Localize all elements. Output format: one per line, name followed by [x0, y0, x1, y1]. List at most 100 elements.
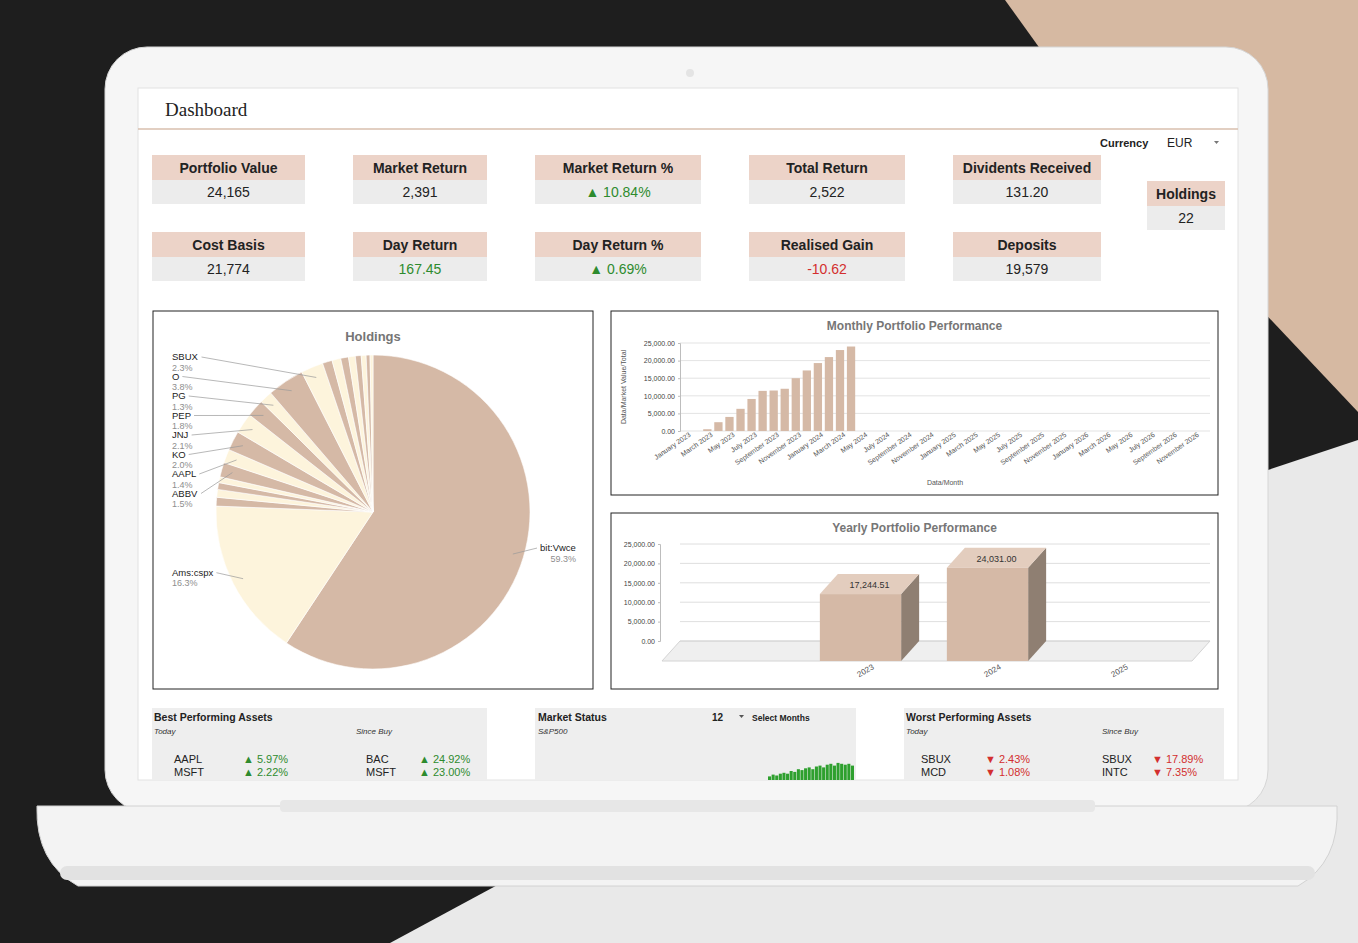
tick-mark	[658, 622, 660, 623]
bar-3d	[820, 574, 919, 661]
currency-select[interactable]: EUR	[1167, 136, 1193, 150]
grid	[680, 343, 1210, 431]
asset-change: ▼ 7.35%	[1152, 766, 1197, 778]
leader-line	[202, 357, 317, 377]
tick: 20,000.00	[624, 560, 660, 567]
kpi-card: Deposits19,579	[953, 232, 1101, 281]
tick-label: 20,000.00	[624, 560, 655, 567]
slice-value-label: 1.4%	[172, 480, 193, 490]
kpi-card: Day Return 167.45	[353, 232, 487, 281]
slice-value-label: 1.3%	[172, 402, 193, 412]
bar	[770, 391, 778, 431]
page-title: Dashboard	[165, 99, 248, 120]
bars	[703, 347, 855, 431]
kpi-header-bg	[353, 232, 487, 257]
panel-title: Market Status	[538, 711, 607, 723]
kpi-card: Holdings22	[1147, 181, 1225, 230]
tick-mark	[678, 361, 680, 362]
pie-slice	[366, 355, 373, 512]
tick: November 2026	[1155, 431, 1200, 465]
leader-line	[216, 573, 243, 579]
slice-value-label: 1.8%	[172, 421, 193, 431]
months-select[interactable]: 12	[712, 712, 724, 723]
tick-label: 2023	[856, 662, 876, 679]
sparkline-bars	[768, 763, 854, 780]
axis-line	[678, 344, 681, 432]
laptop-base	[37, 806, 1337, 886]
asset-change: ▼ 1.08%	[985, 766, 1030, 778]
kpi-value-bg	[353, 257, 487, 281]
tick-label: 2025	[1110, 662, 1130, 679]
kpi-label: Dividents Received	[963, 160, 1091, 176]
asset-name: INTC	[1102, 766, 1128, 778]
tick-label: March 2023	[679, 431, 713, 458]
bar	[847, 347, 855, 431]
kpi-header-bg	[353, 155, 487, 180]
floor	[662, 641, 1210, 661]
laptop-base-shade	[60, 866, 1315, 880]
kpi-value: 167.45	[399, 261, 442, 277]
asset-name: MCD	[921, 766, 946, 778]
asset-change: ▼ 2.43%	[985, 753, 1030, 765]
kpi-card: Realised Gain-10.62	[749, 232, 905, 281]
asset-name: AAPL	[174, 753, 202, 765]
kpi-value-bg	[953, 180, 1101, 204]
kpi-header-bg	[953, 155, 1101, 180]
bar	[947, 568, 1028, 661]
sparkline-bar	[772, 775, 775, 780]
kpi-header-bg	[749, 232, 905, 257]
tick-label: March 2025	[945, 431, 979, 458]
kpi-value-bg	[953, 257, 1101, 281]
tick: 5,000.00	[628, 618, 660, 625]
asset-name: SBUX	[921, 753, 952, 765]
bar	[792, 378, 800, 431]
sparkline-bar	[782, 773, 785, 780]
laptop	[37, 47, 1337, 886]
kpi-value-bg	[353, 180, 487, 204]
grid-line	[680, 378, 1210, 379]
panel-subtitle: S&P500	[538, 727, 568, 736]
slice-value-label: 3.8%	[172, 382, 193, 392]
grid-line	[680, 343, 1210, 344]
kpi-header-bg	[749, 155, 905, 180]
header-rule	[138, 128, 1238, 130]
slice-value-label: 2.0%	[172, 460, 193, 470]
chart-title: Holdings	[345, 329, 401, 344]
sparkline-bar	[779, 774, 782, 780]
bar-3d	[947, 548, 1046, 661]
tick: 25,000.00	[644, 340, 680, 347]
tick-label: 20,000.00	[644, 357, 675, 364]
tick-label: 25,000.00	[644, 340, 675, 347]
screen	[138, 88, 1238, 780]
data-label: 17,244.51	[849, 580, 889, 590]
sparkline-bar	[808, 767, 811, 780]
asset-change: ▼ 17.89%	[1152, 753, 1203, 765]
pie-slice	[355, 355, 373, 512]
slice-value-label: 2.1%	[172, 441, 193, 451]
tick: March 2023	[679, 431, 713, 458]
panel-bg	[152, 708, 487, 780]
column-head: Today	[906, 727, 929, 736]
performance-panel: Best Performing AssetsTodaySince BuyAAPL…	[152, 708, 487, 780]
bar	[736, 409, 744, 431]
tick-label: 15,000.00	[644, 375, 675, 382]
sparkline-bar	[786, 774, 789, 780]
tick-mark	[658, 544, 660, 545]
panel-bg	[535, 708, 856, 780]
bar	[725, 417, 733, 431]
page: DashboardCurrencyEURPortfolio Value24,16…	[0, 0, 1358, 943]
leader-line	[192, 430, 253, 435]
bars	[820, 548, 1046, 661]
column-head: Since Buy	[1102, 727, 1139, 736]
asset-change: ▲ 24.92%	[419, 753, 470, 765]
kpi-card: Dividents Received131.20	[953, 155, 1101, 204]
pie-slice	[361, 355, 373, 512]
background	[0, 0, 1358, 943]
kpi-value: 22	[1178, 210, 1194, 226]
dropdown-arrow	[1214, 141, 1219, 144]
grid-line	[680, 641, 1210, 642]
sparkline-bar	[851, 766, 854, 780]
kpi-label: Day Return	[383, 237, 458, 253]
slice-value-label: 2.3%	[172, 363, 193, 373]
sparkline-bar	[793, 772, 796, 780]
